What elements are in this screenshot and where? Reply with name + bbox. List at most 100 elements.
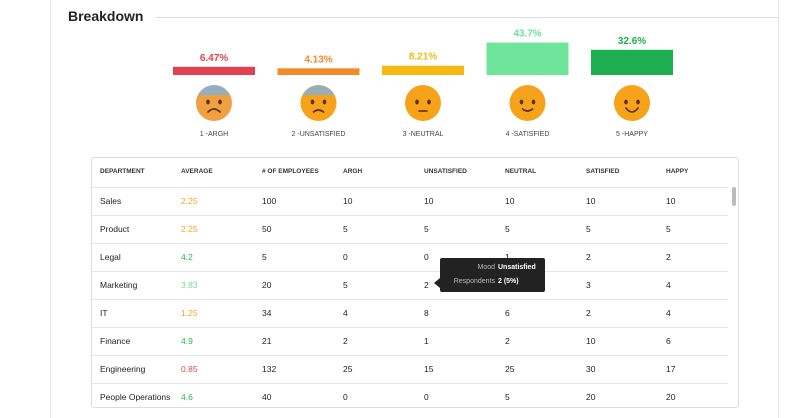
row-divider (92, 383, 728, 384)
table-cell: 2.25 (181, 196, 198, 206)
row-divider (92, 327, 728, 328)
emoji-face (614, 85, 650, 121)
table-cell: 2.25 (181, 224, 198, 234)
emoji-face (509, 85, 546, 121)
emoji-shade (198, 85, 230, 95)
table-cell: 2 (505, 336, 510, 346)
tooltip: Mood Unsatisfied Respondents 2 (5%) (434, 258, 545, 292)
mood-percent: 6.47% (200, 53, 228, 64)
department-name: Engineering (100, 364, 146, 374)
table-cell: 4 (666, 280, 671, 290)
table-cell: 21 (262, 336, 272, 346)
table-cell: 25 (505, 364, 515, 374)
mood-bar (277, 68, 360, 75)
column-header: UNSATISFIED (424, 168, 467, 175)
department-name: IT (100, 308, 108, 318)
emoji-eye (636, 99, 640, 105)
table-cell: 0 (424, 252, 429, 262)
emoji-eye (206, 99, 210, 105)
table-cell: 3.83 (181, 280, 198, 290)
row-divider (92, 299, 728, 300)
table-cell: 2 (343, 336, 348, 346)
emoji-eye (531, 99, 536, 105)
emoji-eye (322, 99, 327, 105)
column-header: SATISFIED (586, 168, 620, 175)
table-cell: 4.6 (181, 392, 193, 402)
table-cell: 0 (343, 252, 348, 262)
mood-percent: 32.6% (618, 36, 646, 47)
table-cell: 4.9 (181, 336, 193, 346)
row-divider (92, 187, 728, 188)
column-header: HAPPY (666, 168, 689, 175)
department-name: Product (100, 224, 130, 234)
column-header: # OF EMPLOYEES (262, 168, 319, 175)
table-cell: 5 (262, 252, 267, 262)
table-cell: 132 (262, 364, 277, 374)
mood-bar (591, 49, 673, 75)
table-cell: 2 (586, 252, 591, 262)
emoji-mouth (312, 109, 325, 113)
table-cell: 2 (424, 280, 429, 290)
right-border (778, 0, 779, 418)
emoji-mouth (207, 108, 221, 113)
emoji-eye (310, 99, 315, 105)
table-cell: 4.2 (181, 252, 193, 262)
emoji-face (405, 85, 441, 121)
department-name: Sales (100, 196, 122, 206)
table-cell: 10 (666, 196, 676, 206)
row-divider (92, 243, 728, 244)
table-cell: 20 (666, 392, 676, 402)
mood-label: 4 -SATISFIED (506, 131, 550, 138)
department-name: Finance (100, 336, 131, 346)
emoji-eye (415, 99, 419, 105)
table-cell: 10 (586, 196, 596, 206)
column-header: NEUTRAL (505, 168, 537, 175)
table-cell: 15 (424, 364, 434, 374)
table-cell: 34 (262, 308, 272, 318)
table-cell: 3 (586, 280, 591, 290)
table-cell: 25 (343, 364, 353, 374)
row-divider (92, 215, 728, 216)
mood-percent: 8.21% (409, 52, 437, 63)
tooltip-value: 2 (5%) (498, 278, 519, 285)
mood-bar (486, 42, 569, 75)
mood-label: 2 -UNSATISFIED (292, 131, 346, 138)
table-cell: 100 (262, 196, 277, 206)
column-header: DEPARTMENT (100, 168, 145, 175)
section-title: Breakdown (68, 8, 144, 24)
table-cell: 1 (505, 252, 510, 262)
table-cell: 5 (505, 224, 510, 234)
emoji-eye (519, 99, 524, 105)
table-cell: 5 (424, 224, 429, 234)
tooltip-key: Respondents (453, 278, 495, 285)
mood-bar (173, 66, 255, 75)
emoji-eye (427, 99, 431, 105)
table-cell: 5 (666, 224, 671, 234)
mood-label: 5 -HAPPY (616, 131, 648, 138)
table-cell: 0 (343, 392, 348, 402)
table-cell: 20 (262, 280, 272, 290)
row-divider (92, 355, 728, 356)
table-cell: 50 (262, 224, 272, 234)
table-cell: 2 (666, 252, 671, 262)
mood-bar (382, 65, 464, 75)
tooltip-arrow (434, 278, 440, 288)
table: DEPARTMENT AVERAGE # OF EMPLOYEES ARGH UNSAT… (91, 157, 739, 408)
emoji-mouth (521, 108, 534, 112)
table-cell: 20 (586, 392, 596, 402)
department-name: Legal (100, 252, 121, 262)
table-cell: 10 (586, 336, 596, 346)
column-header: AVERAGE (181, 168, 213, 175)
emoji-mouth (625, 107, 639, 113)
table-cell: 0.85 (181, 364, 198, 374)
table-cell: 5 (586, 224, 591, 234)
table-cell: 8 (424, 308, 429, 318)
emoji-shade (302, 85, 335, 95)
table-cell: 40 (262, 392, 272, 402)
scrollbar[interactable] (732, 187, 736, 206)
department-name: Marketing (100, 280, 138, 290)
tooltip-value: Unsatisfied (498, 264, 536, 271)
table-cell: 10 (505, 196, 515, 206)
table-cell: 5 (343, 280, 348, 290)
